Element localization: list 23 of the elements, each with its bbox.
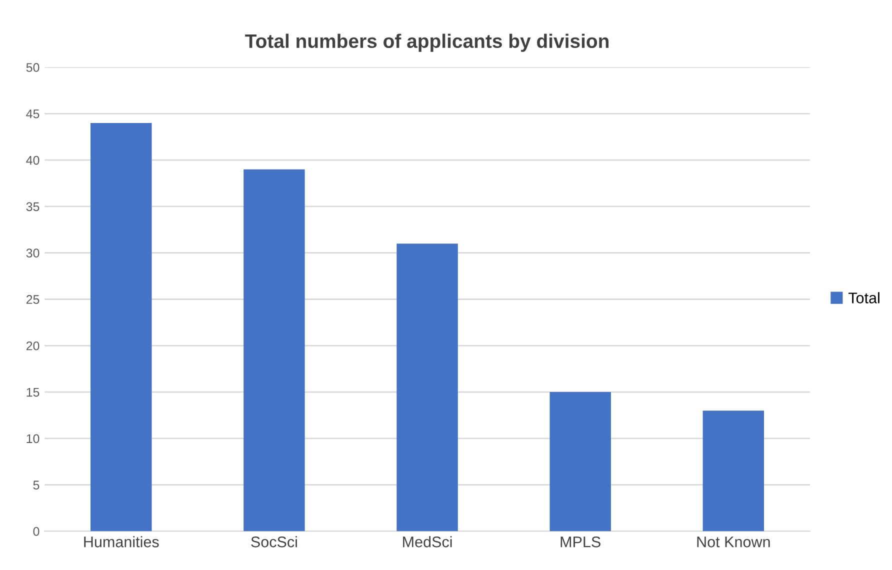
bar [90, 122, 152, 532]
x-tick-label: Humanities [84, 536, 159, 548]
legend-label: Total [848, 292, 880, 304]
y-tick-label: 20 [26, 341, 40, 350]
x-tick-label: MPLS [560, 536, 600, 548]
chart-title: Total numbers of applicants by division [245, 34, 608, 52]
bar [702, 410, 764, 532]
y-tick-label: 5 [33, 480, 40, 490]
y-tick-label: 15 [26, 388, 40, 397]
y-tick-label: 25 [26, 295, 40, 304]
y-tick-label: 35 [26, 202, 40, 212]
y-tick-label: 0 [33, 527, 40, 536]
bar [244, 169, 305, 532]
y-tick-label: 45 [26, 110, 40, 118]
x-tick-label: MedSci [403, 536, 452, 548]
y-tick-label: 30 [26, 248, 40, 258]
y-tick-label: 40 [26, 156, 40, 165]
y-tick-label: 50 [26, 63, 40, 72]
x-tick-label: SocSci [251, 536, 297, 548]
bar [550, 392, 611, 532]
bar [396, 244, 458, 532]
y-tick-label: 10 [26, 434, 40, 444]
x-tick-label: Not Known [697, 536, 770, 548]
